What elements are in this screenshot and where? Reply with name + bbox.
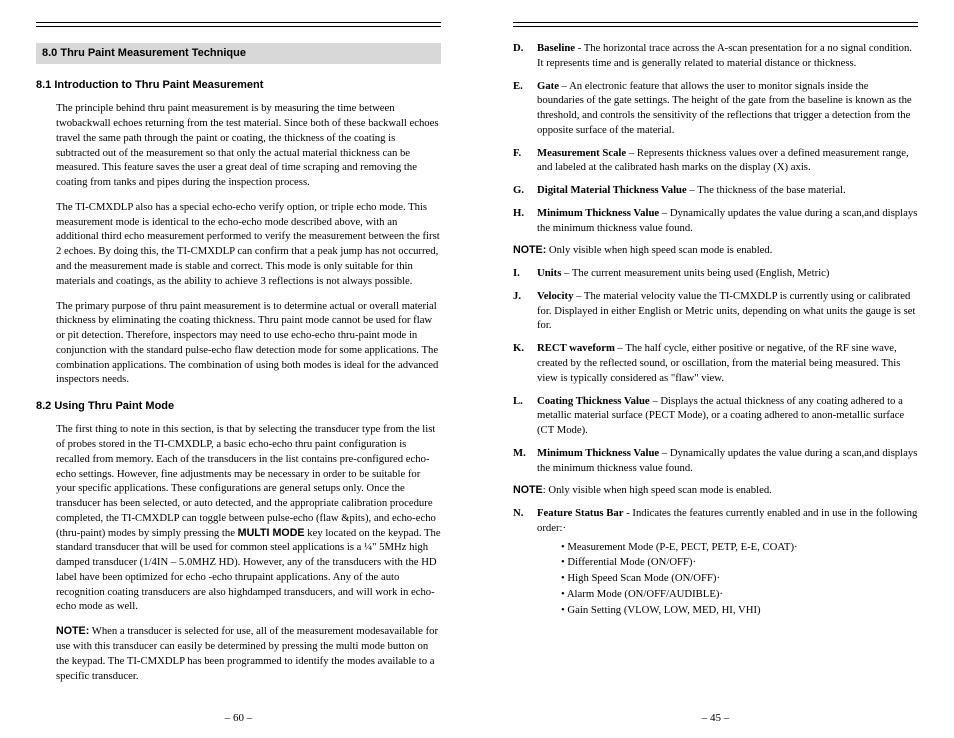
definition-list: N. Feature Status Bar - Indicates the fe… [513, 506, 918, 618]
def-letter: E. [513, 79, 537, 138]
note-paragraph: NOTE: When a transducer is selected for … [56, 624, 441, 683]
def-text: Feature Status Bar - Indicates the featu… [537, 506, 918, 618]
def-desc: – The material velocity value the TI-CMX… [537, 290, 915, 332]
section-8-1-body: The principle behind thru paint measurem… [36, 101, 441, 387]
subheading-8-2: 8.2 Using Thru Paint Mode [36, 399, 441, 414]
def-text: Measurement Scale – Represents thickness… [537, 146, 918, 176]
definition-item: I.Units – The current measurement units … [513, 266, 918, 281]
def-desc: - The horizontal trace across the A-scan… [537, 42, 912, 69]
def-letter: J. [513, 289, 537, 333]
definition-list: D.Baseline - The horizontal trace across… [513, 41, 918, 235]
def-desc: – The thickness of the base material. [687, 184, 846, 196]
paragraph: The primary purpose of thru paint measur… [56, 299, 441, 388]
def-text: Gate – An electronic feature that allows… [537, 79, 918, 138]
def-desc: – An electronic feature that allows the … [537, 80, 912, 136]
feature-bullets: Measurement Mode (P-E, PECT, PETP, E-E, … [537, 540, 918, 618]
paragraph: The first thing to note in this section,… [56, 422, 441, 614]
section-8-2-body: The first thing to note in this section,… [36, 422, 441, 683]
text: The first thing to note in this section,… [56, 423, 436, 538]
bullet-item: Measurement Mode (P-E, PECT, PETP, E-E, … [561, 540, 918, 555]
note-label: NOTE [513, 484, 543, 496]
page-number: – 60 – [0, 711, 477, 726]
def-text: Coating Thickness Value – Displays the a… [537, 394, 918, 438]
def-desc: – The current measurement units being us… [561, 267, 829, 279]
note-text: : Only visible when high speed scan mode… [543, 484, 772, 496]
note-line: NOTE: Only visible when high speed scan … [513, 243, 918, 258]
def-term: Digital Material Thickness Value [537, 184, 687, 196]
def-text: RECT waveform – The half cycle, either p… [537, 341, 918, 385]
def-text: Minimum Thickness Value – Dynamically up… [537, 206, 918, 236]
def-letter: M. [513, 446, 537, 476]
def-term: Measurement Scale [537, 147, 626, 159]
def-term: Baseline [537, 42, 575, 54]
multi-mode-key: MULTI MODE [238, 527, 305, 539]
def-term: Velocity [537, 290, 573, 302]
def-text: Minimum Thickness Value – Dynamically up… [537, 446, 918, 476]
definition-list: I.Units – The current measurement units … [513, 266, 918, 475]
header-rules [36, 22, 441, 27]
definition-item: K.RECT waveform – The half cycle, either… [513, 341, 918, 385]
right-page: D.Baseline - The horizontal trace across… [477, 0, 954, 738]
page-number: – 45 – [477, 711, 954, 726]
def-letter: K. [513, 341, 537, 385]
def-letter: G. [513, 183, 537, 198]
def-text: Velocity – The material velocity value t… [537, 289, 918, 333]
def-term: Feature Status Bar [537, 507, 623, 519]
definition-item: G.Digital Material Thickness Value – The… [513, 183, 918, 198]
bullet-item: Differential Mode (ON/OFF)· [561, 555, 918, 570]
definition-item: L.Coating Thickness Value – Displays the… [513, 394, 918, 438]
def-term: Coating Thickness Value [537, 395, 650, 407]
bullet-item: High Speed Scan Mode (ON/OFF)· [561, 571, 918, 586]
def-letter: L. [513, 394, 537, 438]
definition-item: H.Minimum Thickness Value – Dynamically … [513, 206, 918, 236]
definition-item: M.Minimum Thickness Value – Dynamically … [513, 446, 918, 476]
left-page: 8.0 Thru Paint Measurement Technique 8.1… [0, 0, 477, 738]
definition-item: F.Measurement Scale – Represents thickne… [513, 146, 918, 176]
definition-item: D.Baseline - The horizontal trace across… [513, 41, 918, 71]
def-term: Gate [537, 80, 559, 92]
note-text: Only visible when high speed scan mode i… [546, 244, 772, 256]
note-label: NOTE: [513, 244, 546, 256]
def-letter: I. [513, 266, 537, 281]
def-text: Digital Material Thickness Value – The t… [537, 183, 918, 198]
def-text: Baseline - The horizontal trace across t… [537, 41, 918, 71]
def-text: Units – The current measurement units be… [537, 266, 918, 281]
def-term: Units [537, 267, 561, 279]
definition-item: N. Feature Status Bar - Indicates the fe… [513, 506, 918, 618]
definition-item: E.Gate – An electronic feature that allo… [513, 79, 918, 138]
paragraph: The TI-CMXDLP also has a special echo-ec… [56, 200, 441, 289]
definition-item: J.Velocity – The material velocity value… [513, 289, 918, 333]
def-letter: F. [513, 146, 537, 176]
bullet-item: Gain Setting (VLOW, LOW, MED, HI, VHI) [561, 603, 918, 618]
def-letter: N. [513, 506, 537, 618]
paragraph: The principle behind thru paint measurem… [56, 101, 441, 190]
header-rules [513, 22, 918, 27]
def-letter: D. [513, 41, 537, 71]
subheading-8-1: 8.1 Introduction to Thru Paint Measureme… [36, 78, 441, 93]
note-text: When a transducer is selected for use, a… [56, 625, 438, 681]
def-term: Minimum Thickness Value [537, 447, 659, 459]
def-term: RECT waveform [537, 342, 615, 354]
def-letter: H. [513, 206, 537, 236]
note-label: NOTE: [56, 625, 89, 637]
bullet-item: Alarm Mode (ON/OFF/AUDIBLE)· [561, 587, 918, 602]
note-line: NOTE: Only visible when high speed scan … [513, 483, 918, 498]
section-heading: 8.0 Thru Paint Measurement Technique [36, 43, 441, 64]
text: key located on the keypad. The standard … [56, 527, 441, 613]
def-term: Minimum Thickness Value [537, 207, 659, 219]
